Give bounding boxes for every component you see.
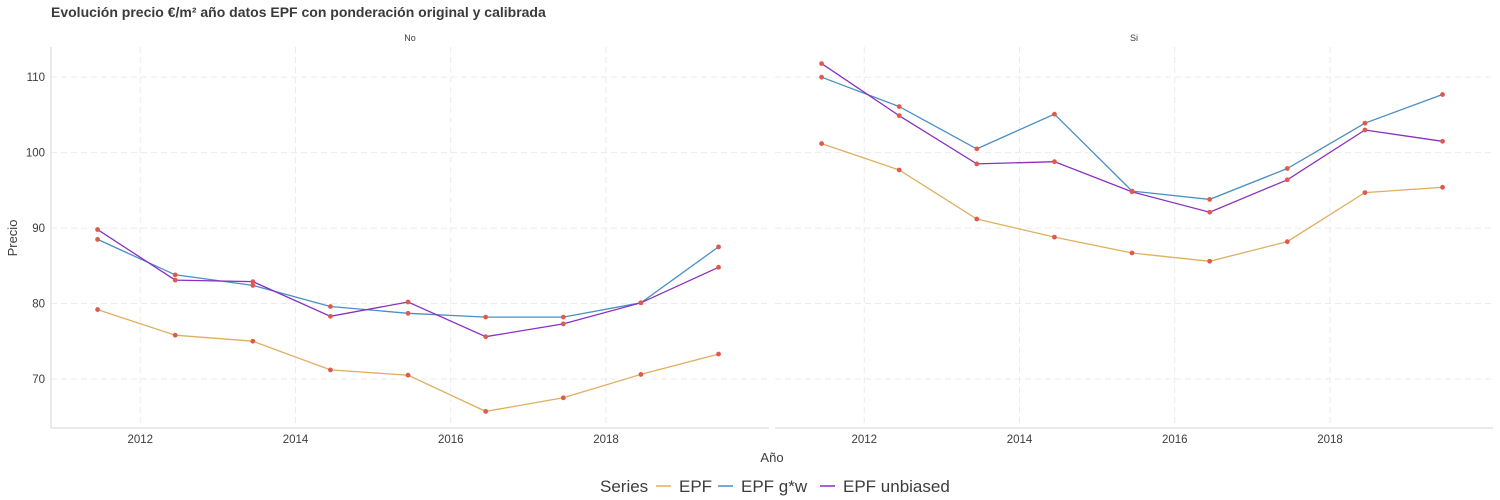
legend-item-label: EPF bbox=[679, 477, 712, 496]
y-tick-label: 70 bbox=[32, 374, 45, 386]
series-line-epf-g-w bbox=[97, 238, 719, 318]
data-point bbox=[716, 244, 721, 250]
data-point bbox=[1362, 190, 1368, 196]
y-tick-label: 80 bbox=[32, 299, 45, 311]
data-point bbox=[1284, 177, 1290, 183]
data-point bbox=[1129, 250, 1135, 256]
data-point bbox=[483, 334, 489, 340]
x-tick-label: 2016 bbox=[1162, 434, 1188, 446]
series-line-epf bbox=[821, 142, 1443, 262]
data-point bbox=[1207, 209, 1213, 215]
data-point bbox=[1440, 184, 1445, 190]
data-point bbox=[483, 409, 489, 414]
data-point bbox=[95, 307, 100, 312]
x-tick-label: 2012 bbox=[851, 434, 877, 446]
data-point bbox=[638, 300, 644, 306]
x-tick-label: 2014 bbox=[283, 434, 309, 446]
data-point bbox=[896, 104, 902, 110]
data-point bbox=[819, 61, 824, 66]
y-tick-label: 100 bbox=[26, 148, 45, 160]
data-point bbox=[250, 283, 256, 288]
legend-title: Series bbox=[600, 477, 648, 496]
panel-label: Si bbox=[1130, 33, 1138, 43]
data-point bbox=[172, 272, 178, 278]
data-point bbox=[1440, 138, 1445, 144]
data-point bbox=[172, 277, 178, 283]
y-tick-label: 90 bbox=[32, 223, 45, 235]
data-point bbox=[560, 314, 566, 320]
data-point bbox=[560, 321, 566, 327]
data-point bbox=[328, 367, 333, 373]
panel-label: No bbox=[404, 33, 416, 43]
data-point bbox=[1052, 234, 1057, 240]
data-point bbox=[1052, 159, 1057, 165]
series-line-epf bbox=[97, 308, 719, 413]
data-point bbox=[974, 216, 980, 222]
series-line-epf-g-w bbox=[821, 76, 1443, 201]
data-point bbox=[1284, 239, 1290, 245]
panel-si: Si 2012 2014 2016 2018 bbox=[775, 33, 1493, 446]
data-point bbox=[819, 141, 824, 146]
data-point bbox=[1052, 111, 1057, 117]
data-point bbox=[974, 161, 980, 167]
data-point bbox=[250, 279, 256, 285]
y-axis-title: Precio bbox=[5, 220, 20, 257]
x-tick-label: 2012 bbox=[127, 434, 153, 446]
data-point bbox=[896, 167, 902, 173]
x-tick-label: 2016 bbox=[438, 434, 464, 446]
data-point bbox=[1362, 120, 1368, 126]
data-point bbox=[1284, 166, 1290, 171]
x-axis-title: Año bbox=[760, 450, 783, 465]
legend-item-label: EPF unbiased bbox=[843, 477, 950, 496]
data-point bbox=[172, 332, 178, 338]
data-point bbox=[250, 338, 256, 344]
x-tick-label: 2018 bbox=[1317, 434, 1343, 446]
data-point bbox=[405, 372, 411, 378]
data-point bbox=[716, 351, 721, 357]
x-tick-label: 2014 bbox=[1007, 434, 1033, 446]
data-point bbox=[974, 146, 980, 152]
data-point bbox=[560, 395, 566, 401]
data-point bbox=[1440, 92, 1445, 97]
data-point bbox=[95, 227, 100, 232]
data-point bbox=[1362, 127, 1368, 133]
series-line-epf-unbiased bbox=[97, 229, 719, 338]
data-point bbox=[95, 236, 100, 242]
data-point bbox=[328, 313, 333, 319]
legend: Series EPF EPF g*w EPF unbiased bbox=[600, 477, 950, 496]
panel-no: No 70 80 90 100 110 2012 2014 2016 2018 bbox=[26, 33, 769, 446]
data-point bbox=[1129, 189, 1135, 195]
data-point bbox=[328, 304, 333, 309]
data-point bbox=[819, 74, 824, 80]
y-tick-label: 110 bbox=[27, 72, 45, 84]
legend-item-label: EPF g*w bbox=[741, 477, 808, 496]
chart-title: Evolución precio €/m² año datos EPF con … bbox=[51, 4, 546, 20]
data-point bbox=[638, 372, 644, 377]
data-point bbox=[405, 299, 411, 305]
data-point bbox=[716, 264, 721, 270]
data-point bbox=[483, 314, 489, 320]
data-point bbox=[896, 113, 902, 119]
data-point bbox=[405, 310, 411, 316]
x-tick-label: 2018 bbox=[593, 434, 619, 446]
data-point bbox=[1207, 197, 1213, 202]
data-point bbox=[1207, 258, 1213, 264]
